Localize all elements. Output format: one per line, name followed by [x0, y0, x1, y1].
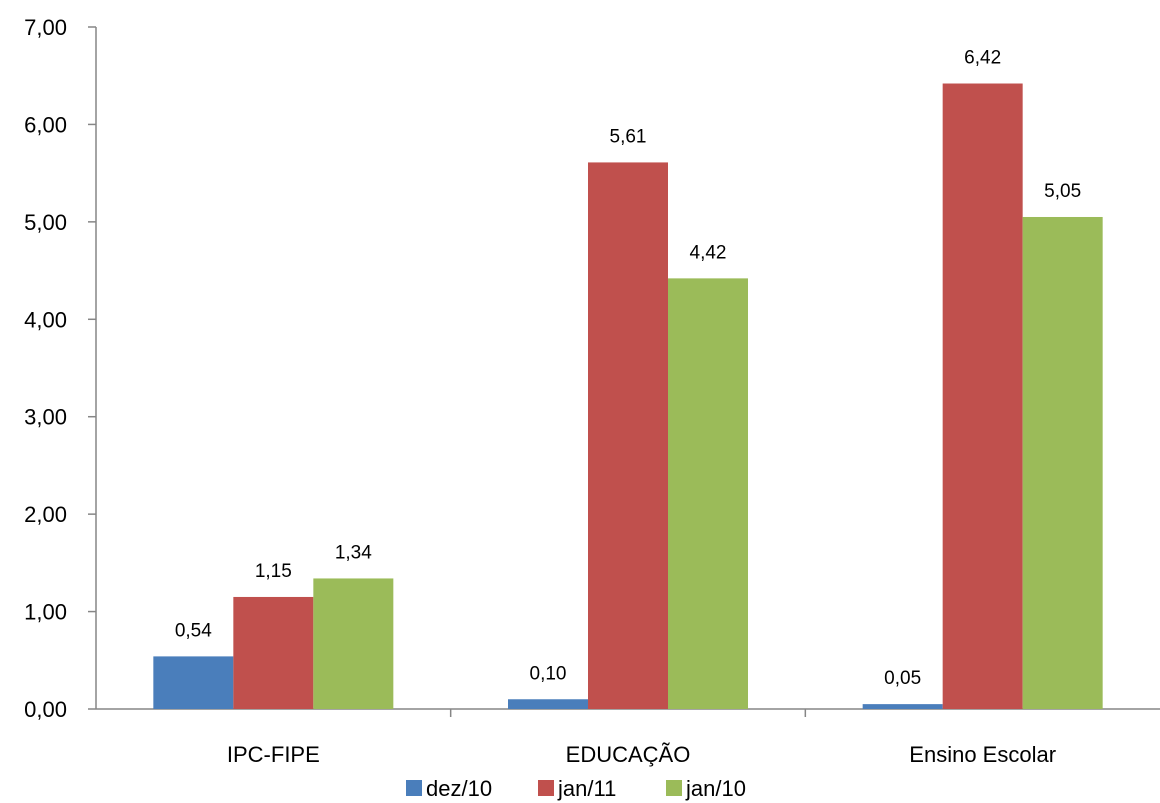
bar-jan-11-0	[233, 596, 314, 709]
data-labels: 0,54 1,15 1,34 0,10 5,61 4,42 0,05 6,42 5,05	[175, 48, 1081, 690]
bar-jan-11-2	[942, 83, 1023, 710]
legend-label: jan/11	[557, 776, 616, 801]
bar-dez-10-1	[508, 699, 588, 709]
y-tick-labels: 0,00 1,00 2,00 3,00 4,00 5,00 6,00 7,00	[24, 15, 67, 722]
y-tick-label: 1,00	[24, 600, 67, 625]
legend-swatch	[406, 780, 422, 796]
legend-swatch	[538, 780, 554, 796]
y-tick-label: 4,00	[24, 307, 67, 332]
bar-dez-10-0	[153, 656, 234, 709]
category-labels: IPC-FIPE EDUCAÇÃO Ensino Escolar	[227, 742, 1056, 767]
bar-jan-10-1	[668, 278, 748, 709]
data-label: 5,61	[610, 126, 647, 147]
legend: dez/10 jan/11 jan/10	[406, 776, 746, 801]
category-label: IPC-FIPE	[227, 742, 320, 767]
data-label: 5,05	[1044, 181, 1081, 202]
data-label: 0,05	[884, 668, 921, 689]
bar-jan-10-0	[313, 578, 394, 709]
bar-dez-10-2	[862, 704, 943, 709]
data-label: 1,34	[335, 542, 372, 563]
category-label: Ensino Escolar	[909, 742, 1056, 767]
y-tick-label: 7,00	[24, 15, 67, 40]
legend-swatch	[666, 780, 682, 796]
legend-label: jan/10	[685, 776, 746, 801]
data-label: 1,15	[255, 561, 292, 582]
category-label: EDUCAÇÃO	[566, 742, 691, 767]
y-tick-label: 3,00	[24, 405, 67, 430]
y-tick-label: 6,00	[24, 112, 67, 137]
legend-label: dez/10	[426, 776, 492, 801]
data-label: 0,10	[530, 663, 567, 684]
chart-bars	[153, 83, 1103, 710]
data-label: 6,42	[964, 48, 1001, 69]
data-label: 4,42	[690, 242, 727, 263]
bar-jan-10-2	[1022, 216, 1103, 709]
bar-jan-11-1	[588, 162, 668, 709]
y-tick-label: 0,00	[24, 697, 67, 722]
y-tick-label: 2,00	[24, 502, 67, 527]
y-tick-label: 5,00	[24, 210, 67, 235]
data-label: 0,54	[175, 620, 212, 641]
